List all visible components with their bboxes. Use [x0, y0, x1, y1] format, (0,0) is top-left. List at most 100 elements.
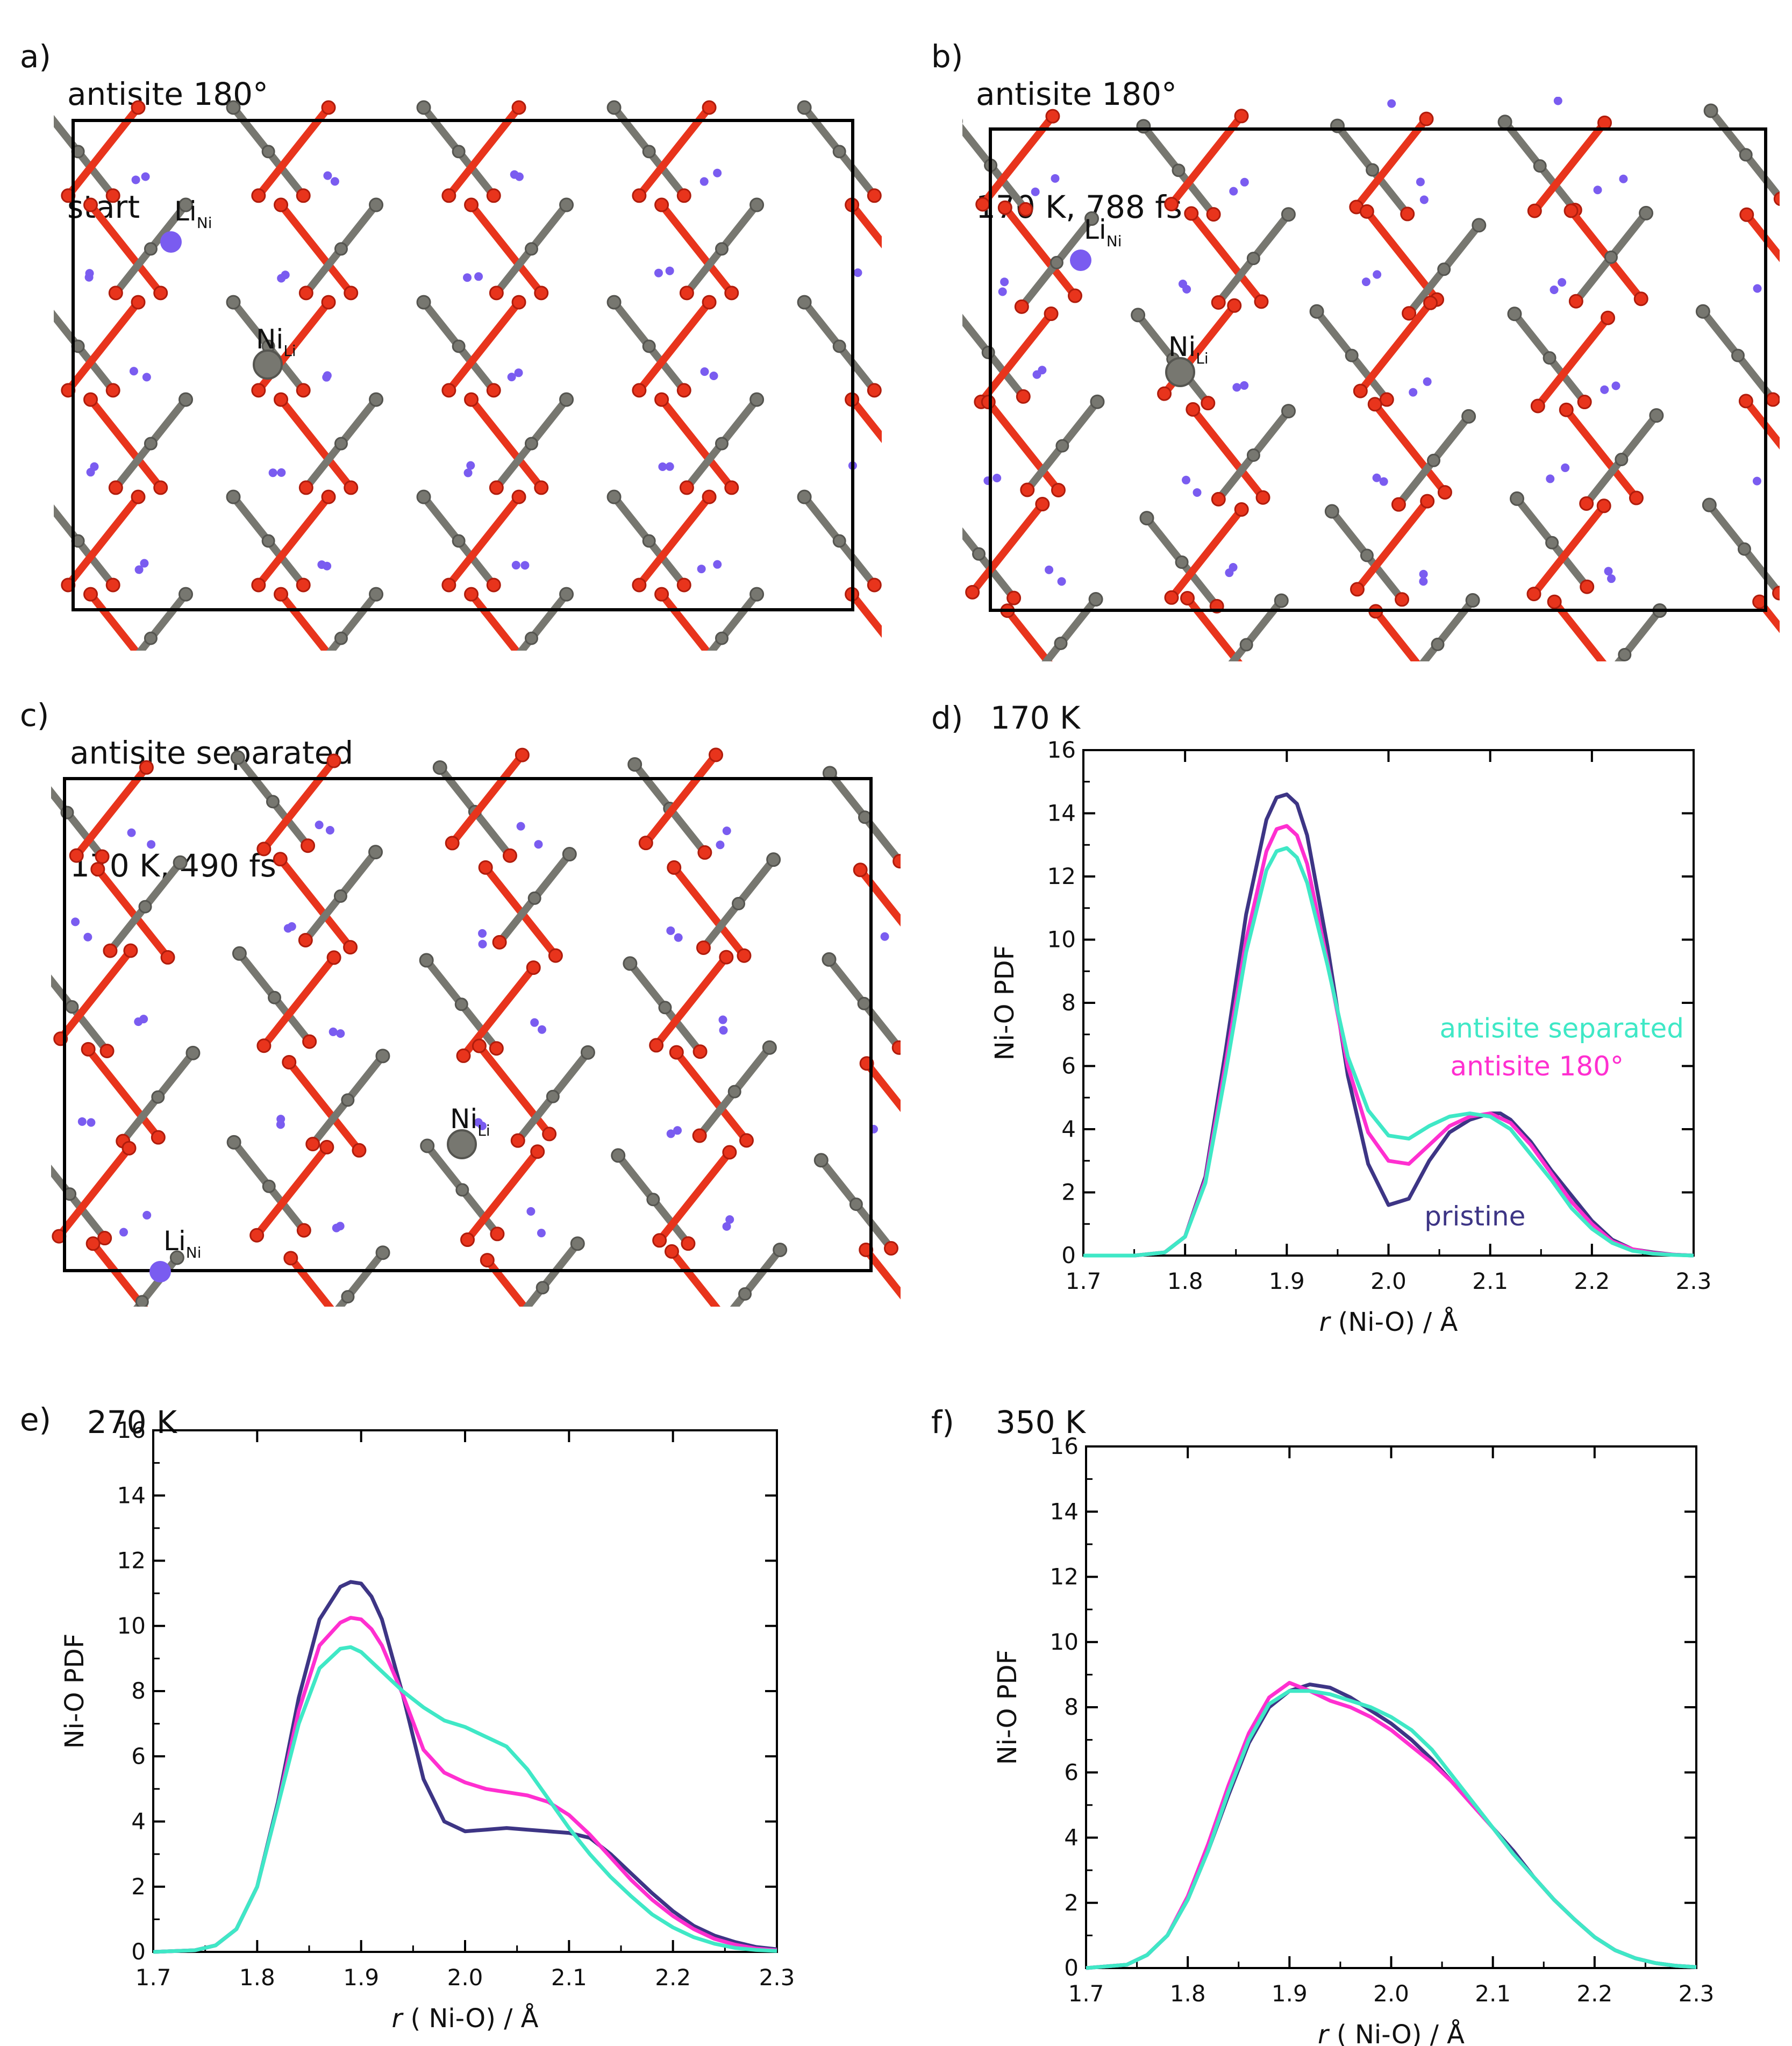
- ni-atom: [333, 889, 347, 903]
- li-ni-label: LiNi: [174, 196, 212, 232]
- li-atom: [325, 825, 334, 835]
- o-atom: [534, 286, 549, 301]
- o-atom: [1579, 496, 1594, 511]
- panel-a-title-line1: antisite 180°: [67, 76, 269, 112]
- o-atom: [632, 383, 647, 398]
- bond: [1167, 505, 1246, 602]
- li-atom: [713, 168, 722, 177]
- li-atom: [283, 924, 292, 933]
- li-atom: [1419, 195, 1429, 204]
- o-atom: [965, 584, 980, 600]
- ni-atom: [738, 1287, 752, 1301]
- bond: [260, 953, 338, 1050]
- o-atom: [719, 950, 734, 965]
- ni-atom: [230, 750, 245, 765]
- o-atom: [1018, 202, 1033, 217]
- o-atom: [90, 862, 105, 877]
- x-tick-label: 2.1: [1472, 1268, 1508, 1294]
- li-atom: [665, 462, 674, 471]
- y-axis-label: Ni-O PDF: [60, 1634, 90, 1749]
- o-atom: [282, 1054, 297, 1070]
- ni-atom: [1175, 555, 1189, 569]
- li-atom: [666, 926, 675, 935]
- li-atom: [1553, 97, 1562, 105]
- bond: [848, 396, 882, 444]
- ni-atom: [179, 197, 194, 212]
- panel-e-letter: e): [19, 1401, 52, 1438]
- y-tick-label: 14: [117, 1482, 146, 1508]
- li-atom: [477, 1121, 487, 1130]
- o-atom: [131, 100, 146, 115]
- ni-atom: [452, 534, 466, 548]
- ni-atom: [1172, 163, 1186, 177]
- y-tick-label: 6: [1064, 1759, 1079, 1785]
- li-atom: [719, 1026, 728, 1035]
- panel-f-letter: f): [931, 1404, 954, 1441]
- ni-atom: [642, 534, 656, 548]
- ni-atom: [858, 810, 872, 824]
- li-atom: [1550, 285, 1559, 294]
- simulation-cell-frame: [63, 777, 873, 1272]
- o-atom: [108, 286, 123, 301]
- y-tick-label: 6: [1061, 1053, 1076, 1079]
- o-atom: [251, 578, 266, 593]
- bond: [984, 398, 1062, 494]
- o-atom: [530, 1144, 545, 1159]
- series-line-antisite-separated: [153, 1645, 777, 1954]
- o-atom: [274, 587, 289, 602]
- x-tick-label: 2.0: [1370, 1268, 1407, 1294]
- o-atom: [638, 836, 653, 851]
- o-atom: [490, 1227, 505, 1242]
- ni-atom: [341, 1093, 355, 1107]
- bond: [445, 493, 523, 589]
- li-atom: [1419, 577, 1428, 586]
- o-atom: [1547, 594, 1562, 609]
- o-atom: [1530, 398, 1545, 414]
- bond: [655, 1149, 733, 1244]
- li-atom: [1611, 381, 1620, 390]
- li-atom: [880, 932, 889, 941]
- ni-atom: [1639, 205, 1654, 220]
- o-atom: [486, 578, 501, 593]
- ni-atom: [1533, 159, 1547, 173]
- bond: [276, 855, 354, 951]
- o-atom: [1563, 203, 1579, 218]
- o-atom: [441, 578, 456, 593]
- o-atom: [1211, 491, 1226, 507]
- li-atom: [1752, 476, 1761, 486]
- ni-atom: [1088, 592, 1103, 607]
- o-atom: [321, 295, 336, 310]
- o-atom: [511, 489, 526, 504]
- ni-atom: [1136, 119, 1151, 134]
- bond: [89, 1239, 148, 1307]
- bond: [1183, 594, 1243, 661]
- ni-atom: [715, 631, 729, 645]
- y-tick-label: 2: [131, 1873, 146, 1900]
- bond: [253, 1143, 331, 1239]
- ni-atom: [369, 392, 384, 407]
- ni-atom: [1090, 394, 1105, 409]
- li-atom: [658, 462, 667, 471]
- li-atom: [654, 268, 663, 277]
- y-tick-label: 8: [131, 1678, 146, 1704]
- li-atom: [1593, 186, 1602, 195]
- o-atom: [480, 1253, 495, 1268]
- o-atom: [301, 838, 316, 853]
- o-atom: [1201, 396, 1216, 411]
- ni-atom: [715, 242, 729, 256]
- li-atom: [699, 177, 709, 186]
- o-atom: [105, 578, 120, 593]
- li-atom: [516, 822, 525, 831]
- ni-atom: [559, 392, 574, 407]
- li-atom: [322, 373, 331, 382]
- bond: [642, 751, 720, 847]
- o-atom: [1420, 494, 1435, 509]
- ni-atom: [144, 631, 158, 645]
- x-tick-label: 1.9: [1272, 1980, 1308, 2007]
- o-atom: [883, 1241, 898, 1256]
- o-atom: [131, 295, 146, 310]
- o-atom: [81, 1042, 96, 1057]
- bond: [1755, 598, 1780, 633]
- o-atom: [249, 1228, 265, 1243]
- o-atom: [1772, 586, 1780, 601]
